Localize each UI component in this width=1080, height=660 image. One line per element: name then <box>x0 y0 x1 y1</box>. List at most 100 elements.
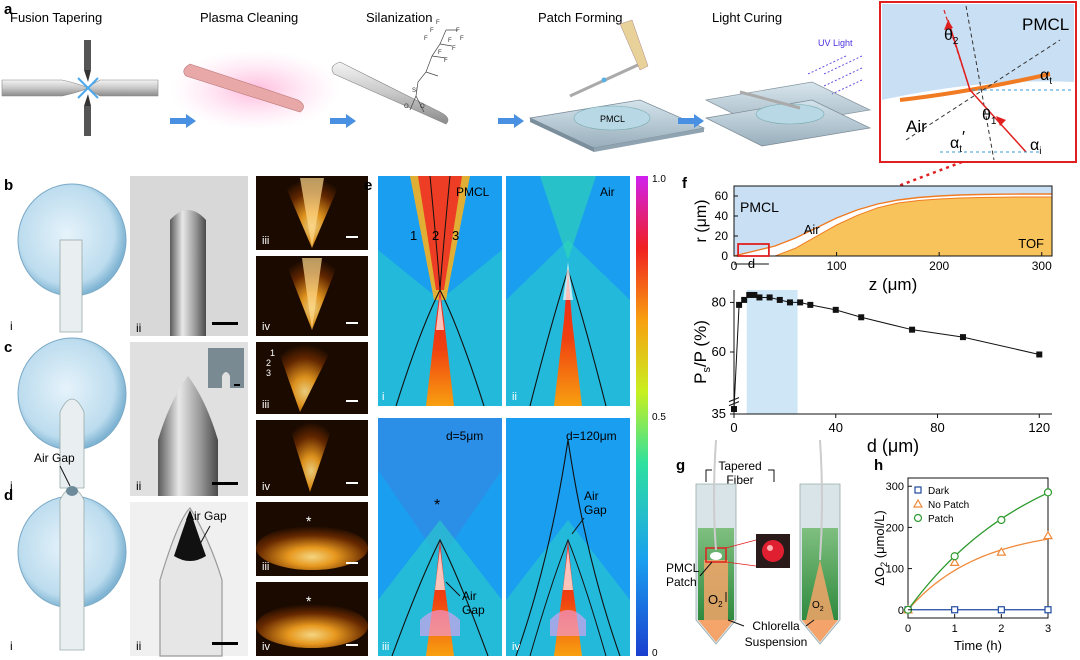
x-tick-label: 0 <box>731 259 738 273</box>
d-label: d <box>748 256 755 271</box>
x-tick-label: 0 <box>730 420 737 435</box>
legend-marker <box>912 498 924 508</box>
simulation-e-iv <box>506 418 630 656</box>
x-tick-label: 300 <box>1032 259 1052 273</box>
data-point <box>786 299 793 306</box>
o2-label-right: O2 <box>812 600 824 613</box>
o2-label-left: O2 <box>708 592 723 609</box>
data-point <box>1044 606 1052 614</box>
beam-number: 3 <box>452 228 459 243</box>
svg-text:O: O <box>404 104 409 110</box>
roman-numeral: iv <box>512 641 520 653</box>
y-axis-label: ΔO2 (μmol/L) <box>872 510 889 585</box>
y-tick-label: 200 <box>886 522 904 534</box>
svg-text:F: F <box>448 38 452 44</box>
micrograph-d-ii: Air Gap ii <box>130 502 248 657</box>
y-label-sub: s <box>701 367 713 373</box>
roman-numeral: ii <box>136 321 141 335</box>
svg-text:F: F <box>430 28 434 34</box>
alpha-t-prime-symbol: αt′ <box>950 129 965 155</box>
data-point <box>959 334 966 341</box>
data-point <box>832 306 839 313</box>
e-iii-air-gap-line1: Air <box>462 589 477 603</box>
dark-image-d-iii: * iii <box>256 502 368 576</box>
simulation-e-ii <box>506 176 630 406</box>
svg-text:F: F <box>436 20 440 26</box>
refraction-inset: PMCL Air θ2 θ1 αt αi αt′ <box>879 1 1077 163</box>
data-point <box>951 606 959 614</box>
data-point <box>950 552 959 561</box>
y-tick-label: 0 <box>898 605 904 617</box>
x-tick-label: 200 <box>929 259 949 273</box>
x-axis-label: z (μm) <box>869 275 918 294</box>
chlorella-line2: Suspension <box>745 635 808 649</box>
silanization-illustration: FFF FFF FFF SiO O <box>331 20 464 125</box>
e-iv-d120-label: d=120μm <box>566 429 617 443</box>
roman-numeral: i <box>382 391 384 403</box>
pmcl-label: PMCL <box>740 199 779 215</box>
data-point <box>776 296 783 303</box>
y-label-sub: 2 <box>879 562 889 567</box>
roman-numeral: ii <box>136 639 141 653</box>
patch-forming-illustration: PMCL <box>528 19 706 152</box>
x-tick-label: 2 <box>998 623 1004 635</box>
alpha-i-symbol: αi <box>1030 137 1041 157</box>
light-curing-illustration: UV Light <box>704 38 872 147</box>
e-iii-d5-label: d=5μm <box>446 429 483 443</box>
plasma-cleaning-illustration <box>170 50 340 130</box>
svg-text:F: F <box>444 58 448 64</box>
arrow-icon <box>330 114 356 128</box>
e-ii-air-label: Air <box>600 185 615 199</box>
panel-letter-e: e <box>364 177 372 194</box>
roman-numeral: i <box>10 639 13 653</box>
arrow-icon <box>170 114 196 128</box>
tof-label: TOF <box>1018 236 1044 251</box>
panel-g: g Tapered Fiber O2 <box>666 439 841 649</box>
legend-label: No Patch <box>928 500 969 511</box>
roman-numeral: iv <box>262 481 270 493</box>
data-point <box>1036 351 1043 358</box>
star-mark: * <box>306 513 312 529</box>
panel-letter-g: g <box>676 457 685 474</box>
panel-e: e PMCL 1 2 3 i Air ii <box>364 174 666 659</box>
svg-text:F: F <box>452 46 456 52</box>
data-point <box>996 546 1007 556</box>
e-iii-air-gap-line2: Gap <box>462 603 485 617</box>
roman-numeral: i <box>10 479 13 493</box>
e-i-pmcl-label: PMCL <box>456 185 490 199</box>
dark-image-b-iii: iii <box>256 176 368 250</box>
axis-break <box>728 397 740 407</box>
tapered-fiber-line2: Fiber <box>726 473 753 487</box>
data-point <box>949 557 960 567</box>
colorbar-tick: 1.0 <box>652 174 666 185</box>
data-point <box>858 314 865 321</box>
fit-line-no-patch <box>907 538 1049 611</box>
panel-letter-a: a <box>4 1 13 18</box>
disc-schematic-d: Air Gap i <box>10 451 127 653</box>
data-point <box>751 291 758 298</box>
data-point <box>797 299 804 306</box>
zoom-box <box>737 243 770 257</box>
panel-letter-c: c <box>4 339 12 356</box>
roman-numeral: ii <box>512 391 517 403</box>
y-label-main: P <box>691 373 710 384</box>
fit-line-patch <box>907 492 1049 611</box>
dark-image-c-iv: iv <box>256 420 368 496</box>
disc-schematic-b: i <box>10 183 127 333</box>
pmcl-patch-line1: PMCL <box>666 561 700 575</box>
test-tube-patch: O2 <box>695 439 737 645</box>
data-point <box>997 515 1006 525</box>
x-tick-label: 120 <box>1028 420 1050 435</box>
panel-a: a Fusion Tapering Plasma Cleaning Silani… <box>1 1 1077 246</box>
dark-image-c-iii: 1 2 3 iii <box>256 342 368 414</box>
x-axis-label: d (μm) <box>867 436 919 456</box>
roman-numeral: iv <box>262 321 270 333</box>
data-point <box>741 296 748 303</box>
star-mark: * <box>434 497 440 514</box>
chart-f-bottom: 0 40 80 120 35 60 80 d (μm) Ps/P (%) <box>691 290 1052 456</box>
data-point <box>1042 530 1054 540</box>
uv-light-label: UV Light <box>818 38 853 48</box>
